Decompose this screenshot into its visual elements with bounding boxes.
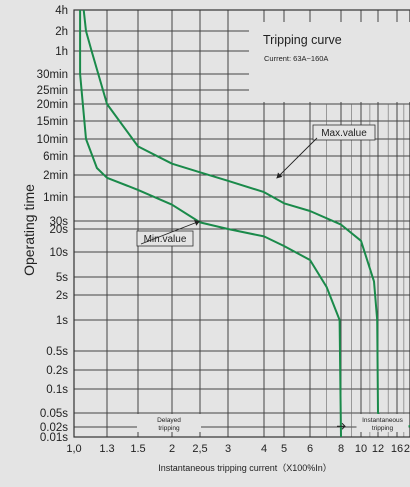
y-tick-label: 15min bbox=[37, 116, 68, 128]
x-tick-label: 1,0 bbox=[66, 443, 81, 455]
y-tick-label: 2s bbox=[56, 290, 68, 302]
y-tick-label: 4h bbox=[55, 5, 68, 17]
x-tick-label: 3 bbox=[225, 443, 231, 455]
y-tick-label: 5s bbox=[56, 272, 68, 284]
x-tick-label: 10 bbox=[355, 443, 367, 455]
y-tick-label: 1min bbox=[43, 192, 68, 204]
title-group: Tripping curve Current: 63A~160A bbox=[249, 22, 410, 102]
y-tick-label: 30s bbox=[49, 216, 68, 228]
max-value-curve bbox=[82, 9, 410, 428]
x-tick-label: 20 bbox=[404, 443, 410, 455]
min-value-callout-box bbox=[136, 230, 194, 247]
instantaneous-tripping-label: Instantaneous bbox=[362, 417, 404, 424]
min-value-curve bbox=[79, 10, 342, 438]
x-tick-label: 12 bbox=[372, 443, 384, 455]
delayed-tripping-label: Delayed bbox=[157, 417, 181, 424]
y-tick-label: 1h bbox=[55, 46, 68, 58]
delayed-tripping-label: tripping bbox=[158, 425, 180, 432]
max-value-callout-box bbox=[312, 124, 376, 141]
y-tick-label: 0.01s bbox=[40, 432, 68, 444]
y-tick-label: 1s bbox=[56, 315, 68, 327]
x-tick-label: 2,5 bbox=[192, 443, 207, 455]
instantaneous-tripping-label: tripping bbox=[372, 425, 394, 432]
y-tick-label: 2min bbox=[43, 170, 68, 182]
y-tick-label: 10min bbox=[37, 134, 68, 146]
axis-ticks: 4h 2h 1h 30min 25min 20min 15min 10min 6min 2min 1… bbox=[21, 5, 410, 473]
y-tick-label: 0.02s bbox=[40, 422, 68, 434]
title-box bbox=[249, 22, 410, 102]
series-lines bbox=[79, 9, 410, 438]
min-value-callout-arrowhead bbox=[194, 219, 200, 226]
x-tick-label: 4 bbox=[261, 443, 267, 455]
max-value-callout-leader bbox=[276, 137, 318, 179]
x-tick-label: 5 bbox=[281, 443, 287, 455]
y-tick-label: 0.5s bbox=[46, 346, 68, 358]
y-tick-label: 0.1s bbox=[46, 384, 68, 396]
y-tick-label: 10s bbox=[49, 247, 68, 259]
min-value-callout-leader bbox=[140, 220, 201, 245]
instantaneous-label-bg bbox=[356, 414, 409, 432]
x-axis-label: Instantaneous tripping current（X100%In） bbox=[158, 463, 332, 473]
chart-subtitle: Current: 63A~160A bbox=[264, 54, 328, 63]
x-tick-label: 8 bbox=[338, 443, 344, 455]
x-tick-label: 1.3 bbox=[99, 443, 114, 455]
min-value-callout-text: Min.value bbox=[144, 234, 187, 245]
delayed-label-bg bbox=[137, 414, 201, 432]
max-value-callout-text: Max.value bbox=[321, 128, 367, 139]
y-tick-label: 20min bbox=[37, 99, 68, 111]
x-tick-label: 2 bbox=[169, 443, 175, 455]
y-tick-label: 25min bbox=[37, 85, 68, 97]
max-value-callout-arrowhead bbox=[276, 172, 283, 179]
x-tick-label: 6 bbox=[307, 443, 313, 455]
chart-title: Tripping curve bbox=[263, 33, 342, 47]
plot-frame bbox=[73, 9, 410, 438]
x-tick-label: 1.5 bbox=[130, 443, 145, 455]
x-tick-label: 16 bbox=[391, 443, 403, 455]
arrow-icon bbox=[337, 422, 346, 430]
y-tick-label: 0.05s bbox=[40, 408, 68, 420]
y-tick-label: 6min bbox=[43, 151, 68, 163]
y-tick-label: 2h bbox=[55, 26, 68, 38]
y-tick-label: 30min bbox=[37, 69, 68, 81]
annotations: DelayedtrippingInstantaneoustrippingMax.… bbox=[136, 124, 409, 432]
y-tick-label: 20s bbox=[49, 224, 68, 236]
y-tick-label: 0.2s bbox=[46, 365, 68, 377]
y-axis-label: Operating time bbox=[21, 184, 37, 276]
